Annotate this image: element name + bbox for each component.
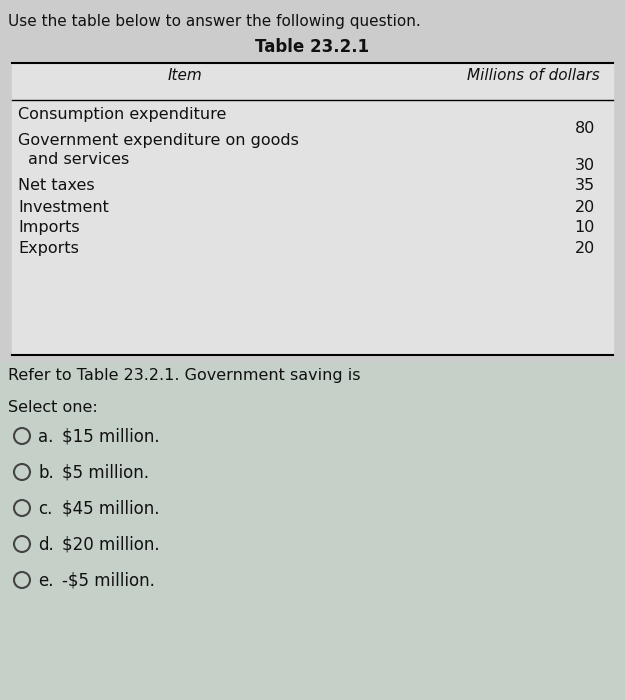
Text: d.: d. bbox=[38, 536, 54, 554]
Bar bbox=[0, 0, 625, 362]
Text: $15 million.: $15 million. bbox=[62, 428, 159, 446]
Text: $45 million.: $45 million. bbox=[62, 500, 159, 518]
Text: e.: e. bbox=[38, 572, 54, 590]
Text: Investment: Investment bbox=[18, 200, 109, 215]
Text: Imports: Imports bbox=[18, 220, 79, 235]
Text: b.: b. bbox=[38, 464, 54, 482]
Text: 35: 35 bbox=[575, 178, 595, 193]
Text: -$5 million.: -$5 million. bbox=[62, 572, 155, 590]
Text: Refer to Table 23.2.1. Government saving is: Refer to Table 23.2.1. Government saving… bbox=[8, 368, 361, 383]
Text: 10: 10 bbox=[574, 220, 595, 235]
Text: 20: 20 bbox=[575, 241, 595, 256]
Text: $5 million.: $5 million. bbox=[62, 464, 149, 482]
Text: 80: 80 bbox=[574, 121, 595, 136]
Text: 30: 30 bbox=[575, 158, 595, 173]
Text: Use the table below to answer the following question.: Use the table below to answer the follow… bbox=[8, 14, 421, 29]
Text: 20: 20 bbox=[575, 200, 595, 215]
Text: Table 23.2.1: Table 23.2.1 bbox=[255, 38, 369, 56]
Text: Exports: Exports bbox=[18, 241, 79, 256]
Text: Select one:: Select one: bbox=[8, 400, 97, 415]
Text: Item: Item bbox=[168, 68, 202, 83]
Text: $20 million.: $20 million. bbox=[62, 536, 159, 554]
Text: and services: and services bbox=[28, 152, 129, 167]
Bar bbox=[0, 362, 625, 700]
Text: Millions of dollars: Millions of dollars bbox=[468, 68, 600, 83]
Text: Government expenditure on goods: Government expenditure on goods bbox=[18, 133, 299, 148]
Text: Net taxes: Net taxes bbox=[18, 178, 94, 193]
Text: a.: a. bbox=[38, 428, 53, 446]
Text: Consumption expenditure: Consumption expenditure bbox=[18, 107, 226, 122]
Text: c.: c. bbox=[38, 500, 52, 518]
Bar bbox=[12, 63, 613, 355]
